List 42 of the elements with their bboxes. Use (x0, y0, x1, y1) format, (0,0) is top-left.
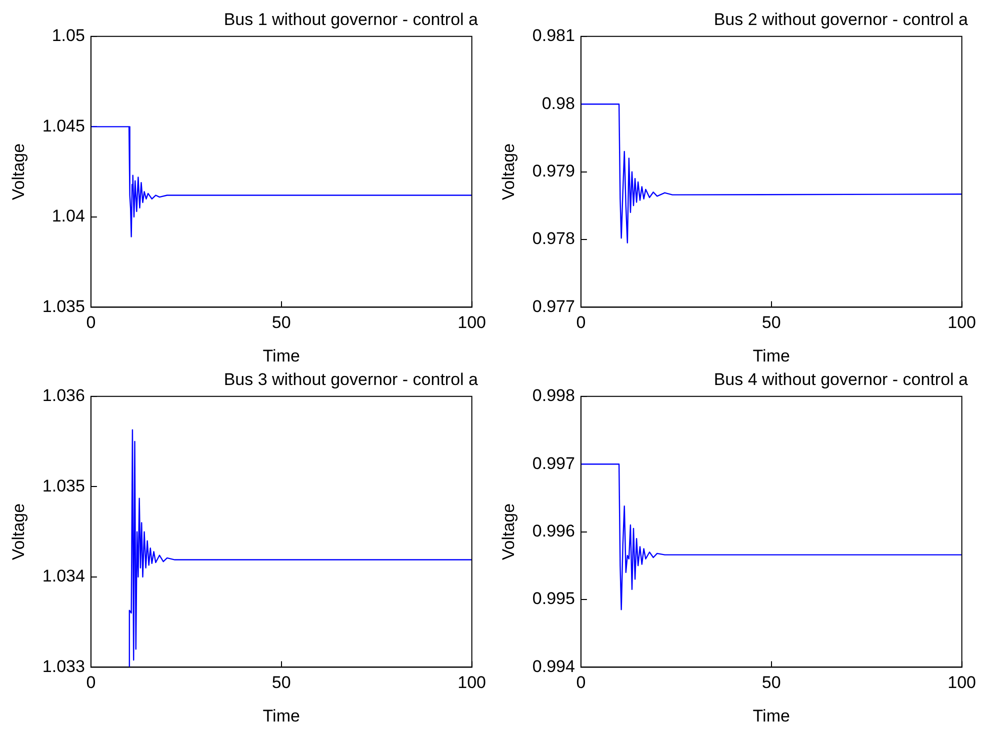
chart-title: Bus 4 without governor - control a (714, 370, 969, 389)
x-axis-title: Time (752, 346, 790, 366)
y-tick-label: 1.04 (52, 206, 85, 226)
y-tick-label: 0.979 (532, 161, 575, 180)
y-tick-label: 1.045 (42, 116, 85, 136)
y-tick-label: 1.036 (42, 386, 85, 406)
y-tick-label: 1.033 (42, 656, 85, 676)
x-axis-title: Time (262, 346, 300, 366)
x-tick-label: 0 (576, 673, 586, 692)
y-tick-label: 0.998 (532, 386, 575, 406)
y-tick-label: 1.035 (42, 476, 85, 496)
x-tick-label: 100 (948, 313, 976, 332)
chart-title: Bus 2 without governor - control a (714, 10, 969, 29)
x-tick-label: 50 (762, 673, 781, 692)
y-tick-label: 1.034 (42, 566, 85, 586)
x-tick-label: 50 (272, 673, 291, 692)
y-tick-label: 0.995 (532, 589, 575, 608)
x-tick-label: 50 (272, 313, 291, 332)
x-axis-title: Time (262, 706, 300, 726)
y-axis-title: Voltage (8, 503, 28, 560)
y-axis-title: Voltage (498, 503, 518, 560)
y-axis-title: Voltage (498, 143, 518, 200)
x-tick-label: 0 (576, 313, 586, 332)
x-tick-label: 100 (948, 673, 976, 692)
y-axis-title: Voltage (8, 143, 28, 200)
x-tick-label: 0 (86, 673, 96, 692)
x-tick-label: 100 (458, 313, 486, 332)
y-tick-label: 1.05 (52, 26, 85, 46)
x-tick-label: 50 (762, 313, 781, 332)
y-tick-label: 0.978 (532, 229, 575, 248)
y-tick-label: 0.996 (532, 521, 575, 540)
y-tick-label: 0.997 (532, 454, 575, 473)
chart-title: Bus 3 without governor - control a (224, 370, 479, 389)
y-tick-label: 0.981 (532, 26, 575, 46)
y-tick-label: 0.994 (532, 656, 575, 676)
x-tick-label: 100 (458, 673, 486, 692)
y-tick-label: 0.977 (532, 296, 575, 316)
x-axis-title: Time (752, 706, 790, 726)
chart-title: Bus 1 without governor - control a (224, 10, 479, 29)
y-tick-label: 1.035 (42, 296, 85, 316)
x-tick-label: 0 (86, 313, 96, 332)
y-tick-label: 0.98 (542, 94, 575, 113)
